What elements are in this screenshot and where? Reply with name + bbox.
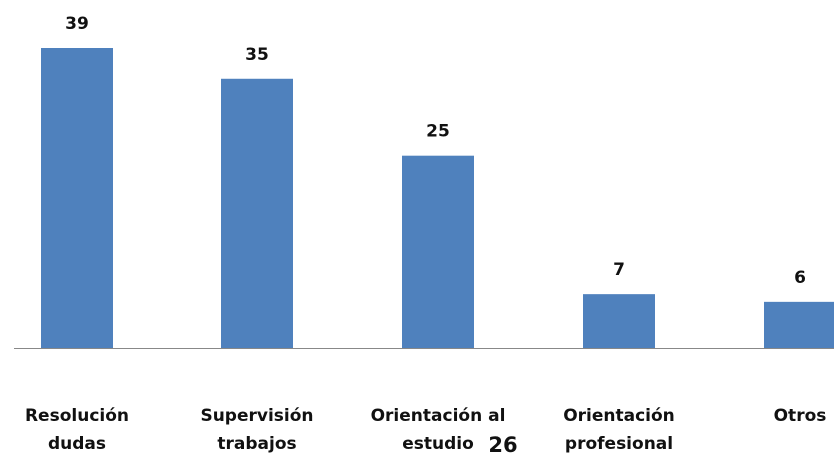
value-label: 6 — [794, 268, 806, 288]
bar — [402, 155, 474, 348]
x-tick-label: Otros — [774, 406, 827, 426]
bar — [221, 78, 293, 349]
value-label: 25 — [426, 122, 450, 142]
value-label: 7 — [613, 260, 625, 280]
x-tick-label: Orientación profesional — [563, 406, 675, 454]
bar — [41, 48, 113, 348]
value-label: 35 — [245, 45, 269, 65]
value-label: 39 — [65, 14, 89, 34]
x-tick-label: Resolución dudas — [25, 406, 129, 454]
bar — [764, 301, 834, 348]
page-number: 26 — [488, 433, 517, 457]
x-tick-label: Supervisión trabajos — [200, 406, 313, 454]
x-tick-label: Orientación al estudio — [371, 406, 506, 454]
bar — [583, 294, 655, 348]
